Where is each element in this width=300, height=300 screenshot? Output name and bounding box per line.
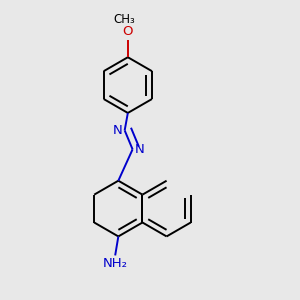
Text: N: N [112, 124, 122, 137]
Text: N: N [135, 143, 145, 156]
Text: O: O [123, 25, 133, 38]
Text: NH₂: NH₂ [103, 257, 128, 270]
Text: CH₃: CH₃ [114, 13, 136, 26]
